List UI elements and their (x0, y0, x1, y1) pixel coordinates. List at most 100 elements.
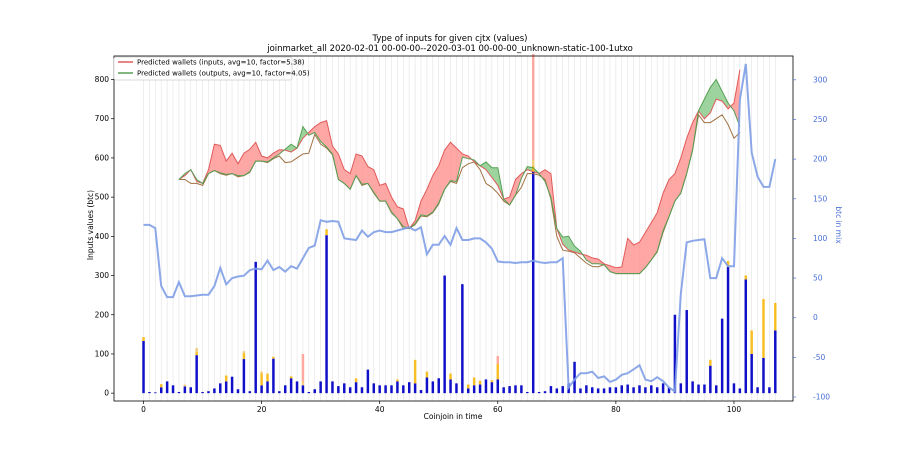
bar-main (496, 379, 500, 394)
bar-stack (195, 351, 198, 356)
y-tick-label: 400 (95, 232, 110, 241)
inputs-line (178, 69, 741, 269)
y-tick-label: 700 (95, 114, 110, 123)
bar-main (490, 382, 494, 394)
bar-stack (762, 299, 765, 358)
bar-main (720, 318, 724, 394)
fill-segment (657, 193, 664, 252)
bar-main (307, 391, 311, 394)
fill-segment (361, 155, 368, 185)
bar-main (514, 385, 517, 394)
bar-main (177, 391, 181, 394)
bar-main (171, 385, 175, 394)
bar-main (278, 391, 281, 394)
bar-main (543, 391, 547, 394)
bar-stack (260, 371, 263, 374)
bars (142, 54, 777, 394)
bar-main (726, 266, 730, 394)
fill-segment (350, 154, 357, 190)
bar-main (207, 391, 210, 394)
fill-segment (338, 154, 345, 184)
bar-main (337, 386, 340, 394)
y2-tick-label: 100 (813, 234, 828, 243)
legend-label-outputs: Predicted wallets (outputs, avg=10, fact… (137, 70, 310, 78)
bar-stack (242, 351, 246, 354)
bar-main (272, 358, 275, 394)
fill-segment (592, 257, 599, 264)
bar-main (449, 379, 452, 394)
bar-main (537, 391, 541, 394)
bar-main (520, 385, 523, 394)
fill-segment (509, 179, 516, 205)
fill-segment (698, 99, 705, 119)
bar-main (236, 389, 240, 394)
bar-main (738, 388, 742, 394)
bar-stack (478, 380, 482, 385)
bar-main (602, 388, 606, 394)
bar-stack (750, 330, 753, 354)
bar-main (254, 261, 257, 394)
bar-main (165, 381, 169, 394)
bar-stack (709, 359, 712, 366)
bar-main (768, 387, 771, 394)
bar-stack (413, 359, 417, 384)
fill-segment (226, 153, 233, 175)
fill-segment (421, 189, 427, 216)
bar-main (608, 387, 612, 394)
bar-main (579, 388, 582, 394)
bar-stack (496, 355, 500, 364)
bar-main (248, 391, 252, 394)
y-axis-label: Inputs values (btc) (86, 190, 95, 260)
bar-main (549, 386, 553, 394)
fill-segment (261, 155, 268, 162)
x-tick-label: 60 (493, 405, 503, 414)
fill-segment (314, 122, 321, 142)
bar-main (413, 383, 417, 394)
bar-stack (224, 375, 228, 382)
axis-ticks: 0 20 40 60 80 1000100200300400500600700800-10… (95, 75, 831, 414)
fill-segment (639, 232, 646, 274)
bar-main (348, 387, 352, 394)
fill-segment (562, 236, 569, 251)
fill-segment (273, 149, 280, 158)
bar-main (508, 386, 511, 394)
bar-stack (531, 165, 535, 172)
bar-main (390, 385, 393, 394)
bar-main (673, 314, 677, 394)
fill-segment (704, 87, 711, 119)
bar-main (732, 383, 736, 394)
bar-main (655, 387, 659, 394)
bar-main (325, 235, 328, 394)
y-tick-label: 800 (95, 75, 110, 84)
bar-main (691, 381, 694, 394)
bar-main (343, 383, 346, 394)
bar-main (472, 385, 476, 394)
bar-main (148, 391, 151, 394)
fill-segment (291, 144, 298, 153)
fill-segment (444, 142, 451, 190)
x-tick-label: 100 (727, 405, 742, 414)
bar-stack (260, 373, 263, 386)
bar-main (219, 383, 222, 394)
bar-main (650, 385, 653, 394)
fill-segment (243, 149, 250, 176)
bar-main (638, 385, 641, 394)
fill-segment (379, 183, 386, 202)
bar-main (461, 284, 464, 394)
bar-stack (396, 379, 399, 382)
bar-main (585, 385, 588, 394)
bar-main (159, 387, 163, 394)
fill-segment (651, 212, 658, 260)
fill-segment (485, 161, 492, 178)
bar-stack (449, 373, 452, 380)
bar-main (774, 330, 777, 394)
bar-stack (726, 261, 730, 267)
bar-main (283, 385, 287, 394)
bar-main (384, 385, 387, 394)
bar-stack (774, 302, 777, 331)
bar-main (378, 385, 381, 394)
fill-segment (367, 166, 374, 193)
fill-segment (237, 153, 244, 176)
fill-segment (568, 236, 575, 253)
